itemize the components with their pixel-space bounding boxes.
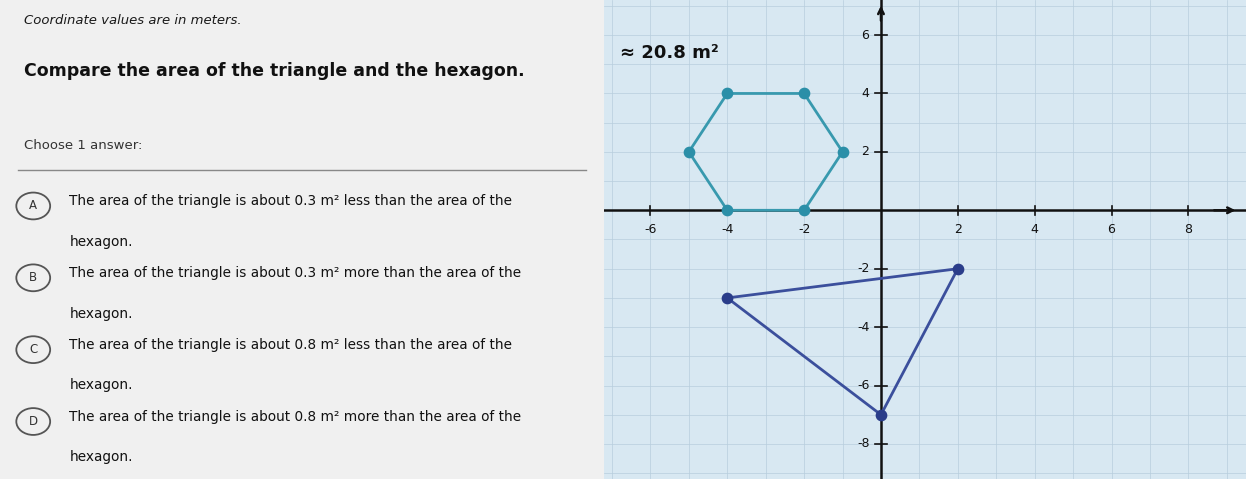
- Text: A: A: [29, 199, 37, 213]
- Point: [794, 90, 814, 97]
- Text: 4: 4: [1030, 223, 1039, 237]
- Text: 6: 6: [1108, 223, 1115, 237]
- Text: -2: -2: [797, 223, 810, 237]
- Point: [794, 206, 814, 214]
- Text: -8: -8: [857, 437, 870, 450]
- Text: hexagon.: hexagon.: [70, 307, 133, 320]
- Text: B: B: [29, 271, 37, 285]
- Text: Compare the area of the triangle and the hexagon.: Compare the area of the triangle and the…: [24, 62, 525, 80]
- Point: [718, 294, 738, 302]
- Text: Choose 1 answer:: Choose 1 answer:: [24, 139, 142, 152]
- Text: hexagon.: hexagon.: [70, 235, 133, 249]
- Text: hexagon.: hexagon.: [70, 450, 133, 464]
- Text: -4: -4: [721, 223, 734, 237]
- Point: [832, 148, 852, 156]
- Point: [871, 411, 891, 419]
- Text: -2: -2: [857, 262, 870, 275]
- Text: 8: 8: [1185, 223, 1192, 237]
- Point: [948, 265, 968, 273]
- Text: ≈ 20.8 m²: ≈ 20.8 m²: [619, 44, 719, 62]
- Text: -4: -4: [857, 320, 870, 333]
- Text: -6: -6: [857, 379, 870, 392]
- Point: [718, 90, 738, 97]
- Text: Coordinate values are in meters.: Coordinate values are in meters.: [24, 14, 242, 27]
- Text: 2: 2: [954, 223, 962, 237]
- Text: -6: -6: [644, 223, 657, 237]
- Text: 6: 6: [861, 29, 870, 42]
- Text: The area of the triangle is about 0.3 m² less than the area of the: The area of the triangle is about 0.3 m²…: [70, 194, 512, 208]
- Text: hexagon.: hexagon.: [70, 378, 133, 392]
- Text: 4: 4: [861, 87, 870, 100]
- Text: The area of the triangle is about 0.3 m² more than the area of the: The area of the triangle is about 0.3 m²…: [70, 266, 522, 280]
- Text: 2: 2: [861, 146, 870, 159]
- Text: D: D: [29, 415, 37, 428]
- Point: [718, 206, 738, 214]
- Text: The area of the triangle is about 0.8 m² more than the area of the: The area of the triangle is about 0.8 m²…: [70, 410, 522, 423]
- Point: [679, 148, 699, 156]
- Text: C: C: [29, 343, 37, 356]
- Text: The area of the triangle is about 0.8 m² less than the area of the: The area of the triangle is about 0.8 m²…: [70, 338, 512, 352]
